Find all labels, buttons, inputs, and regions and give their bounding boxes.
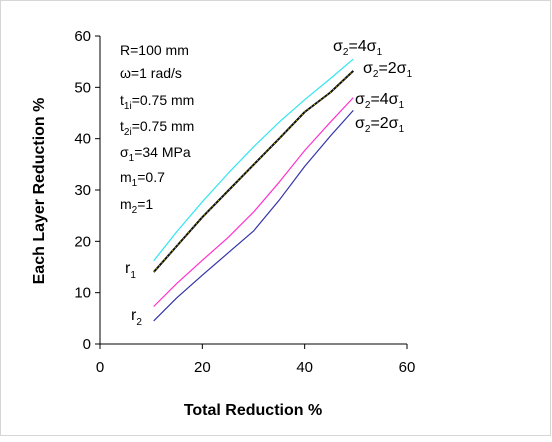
series-label-4: σ2=2σ1 (355, 115, 405, 135)
series-label-3: σ2=4σ1 (355, 91, 405, 111)
x-axis-title: Total Reduction % (184, 402, 322, 419)
y-tick-label: 30 (74, 182, 91, 199)
x-tick-label: 20 (194, 359, 211, 376)
parameter-label: R=100 mm (120, 42, 189, 58)
series-line-4 (153, 109, 354, 322)
y-tick-label: 20 (74, 233, 91, 250)
y-tick-label: 50 (74, 79, 91, 96)
y-tick-label: 10 (74, 285, 91, 302)
parameter-label: t2i=0.75 mm (120, 118, 194, 138)
series-line-2 (152, 70, 354, 273)
axes: 0 10 20 30 40 50 60 0 20 40 60 (74, 28, 415, 376)
parameter-label: t1i=0.75 mm (120, 92, 194, 112)
parameter-label: m1=0.7 (120, 169, 165, 189)
x-tick-label: 60 (399, 359, 416, 376)
x-tick-label: 0 (96, 359, 104, 376)
parameter-label: m2=1 (120, 196, 153, 216)
series-layer (152, 58, 354, 322)
y-tick-label: 40 (74, 131, 91, 148)
y-tick-label: 60 (74, 28, 91, 45)
series-label-2: σ2=2σ1 (363, 60, 413, 80)
series-line-3 (153, 97, 354, 307)
parameter-label: σ1=34 MPa (120, 144, 191, 164)
series-line-1 (153, 58, 354, 262)
y-tick-label: 0 (83, 336, 91, 353)
x-tick-label: 40 (296, 359, 313, 376)
labels-layer: R=100 mm ω=1 rad/s t1i=0.75 mm t2i=0.75 mm σ… (120, 38, 413, 328)
parameter-label: ω=1 rad/s (120, 65, 182, 81)
series-label-1: σ2=4σ1 (333, 38, 383, 58)
group-label-r2: r2 (131, 307, 142, 328)
group-label-r1: r1 (125, 260, 136, 281)
y-axis-title: Each Layer Reduction % (31, 98, 48, 285)
